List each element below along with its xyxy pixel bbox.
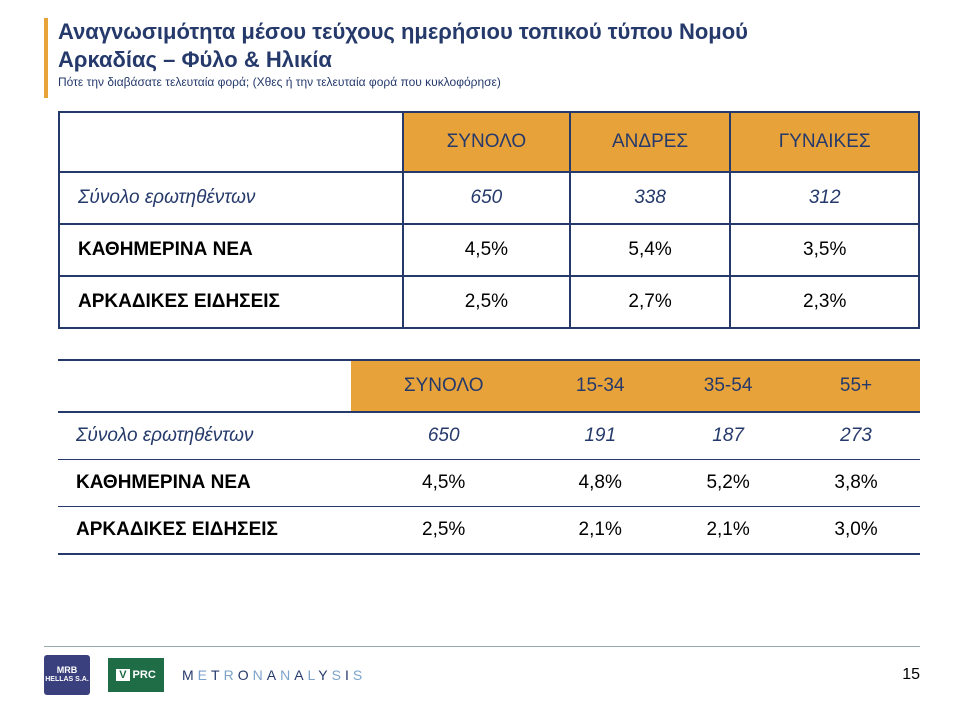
table-row: ΑΡΚΑΔΙΚΕΣ ΕΙΔΗΣΕΙΣ 2,5% 2,1% 2,1% 3,0% [58, 507, 920, 555]
row-label: ΑΡΚΑΔΙΚΕΣ ΕΙΔΗΣΕΙΣ [59, 276, 403, 328]
row-label: ΚΑΘΗΜΕΡΙΝΑ ΝΕΑ [58, 460, 351, 507]
col-15-34: 15-34 [536, 360, 664, 412]
cell: 4,5% [351, 460, 536, 507]
col-female: ΓΥΝΑΙΚΕΣ [730, 112, 919, 172]
cell: 338 [570, 172, 731, 224]
mrb-logo-top: MRB [57, 666, 78, 676]
cell: 2,7% [570, 276, 731, 328]
cell: 312 [730, 172, 919, 224]
accent-vertical-bar [44, 18, 48, 98]
table-row: ΚΑΘΗΜΕΡΙΝΑ ΝΕΑ 4,5% 4,8% 5,2% 3,8% [58, 460, 920, 507]
col-total: ΣΥΝΟΛΟ [403, 112, 570, 172]
cell: 650 [403, 172, 570, 224]
cell: 273 [792, 412, 920, 460]
row-label: ΚΑΘΗΜΕΡΙΝΑ ΝΕΑ [59, 224, 403, 276]
readability-by-gender-table: ΣΥΝΟΛΟ ΑΝΔΡΕΣ ΓΥΝΑΙΚΕΣ Σύνολο ερωτηθέντω… [58, 111, 920, 329]
vprc-v: V [116, 669, 129, 681]
vprc-text: PRC [133, 669, 156, 681]
title-line-1: Αναγνωσιμότητα μέσου τεύχους ημερήσιου τ… [58, 19, 748, 44]
col-male: ΑΝΔΡΕΣ [570, 112, 731, 172]
page-number: 15 [902, 666, 920, 684]
cell: 3,0% [792, 507, 920, 555]
mrb-logo-icon: MRB HELLAS S.A. [44, 655, 90, 695]
cell: 2,3% [730, 276, 919, 328]
cell: 3,5% [730, 224, 919, 276]
readability-by-age-table: ΣΥΝΟΛΟ 15-34 35-54 55+ Σύνολο ερωτηθέντω… [58, 359, 920, 555]
vprc-logo-icon: V PRC [108, 658, 164, 692]
col-total: ΣΥΝΟΛΟ [351, 360, 536, 412]
col-blank [58, 360, 351, 412]
footer: MRB HELLAS S.A. V PRC METRONANALYSIS 15 [44, 646, 920, 695]
cell: 5,4% [570, 224, 731, 276]
page-subtitle: Πότε την διαβάσατε τελευταία φορά; (Χθες… [58, 75, 920, 89]
table-row: ΚΑΘΗΜΕΡΙΝΑ ΝΕΑ 4,5% 5,4% 3,5% [59, 224, 919, 276]
cell: 4,5% [403, 224, 570, 276]
page-title: Αναγνωσιμότητα μέσου τεύχους ημερήσιου τ… [58, 18, 920, 73]
cell: 650 [351, 412, 536, 460]
col-blank [59, 112, 403, 172]
col-35-54: 35-54 [664, 360, 792, 412]
cell: 2,1% [664, 507, 792, 555]
mrb-logo-bottom: HELLAS S.A. [45, 676, 89, 684]
cell: 2,1% [536, 507, 664, 555]
col-55p: 55+ [792, 360, 920, 412]
cell: 3,8% [792, 460, 920, 507]
table-row: Σύνολο ερωτηθέντων 650 338 312 [59, 172, 919, 224]
table-row: ΑΡΚΑΔΙΚΕΣ ΕΙΔΗΣΕΙΣ 2,5% 2,7% 2,3% [59, 276, 919, 328]
row-label: Σύνολο ερωτηθέντων [58, 412, 351, 460]
row-label: ΑΡΚΑΔΙΚΕΣ ΕΙΔΗΣΕΙΣ [58, 507, 351, 555]
row-label: Σύνολο ερωτηθέντων [59, 172, 403, 224]
table-row: Σύνολο ερωτηθέντων 650 191 187 273 [58, 412, 920, 460]
cell: 4,8% [536, 460, 664, 507]
cell: 5,2% [664, 460, 792, 507]
cell: 2,5% [403, 276, 570, 328]
title-line-2: Αρκαδίας – Φύλο & Ηλικία [58, 47, 332, 72]
cell: 187 [664, 412, 792, 460]
cell: 2,5% [351, 507, 536, 555]
table-header-row: ΣΥΝΟΛΟ 15-34 35-54 55+ [58, 360, 920, 412]
cell: 191 [536, 412, 664, 460]
metronanalysis-logo: METRONANALYSIS [182, 667, 366, 683]
table-header-row: ΣΥΝΟΛΟ ΑΝΔΡΕΣ ΓΥΝΑΙΚΕΣ [59, 112, 919, 172]
